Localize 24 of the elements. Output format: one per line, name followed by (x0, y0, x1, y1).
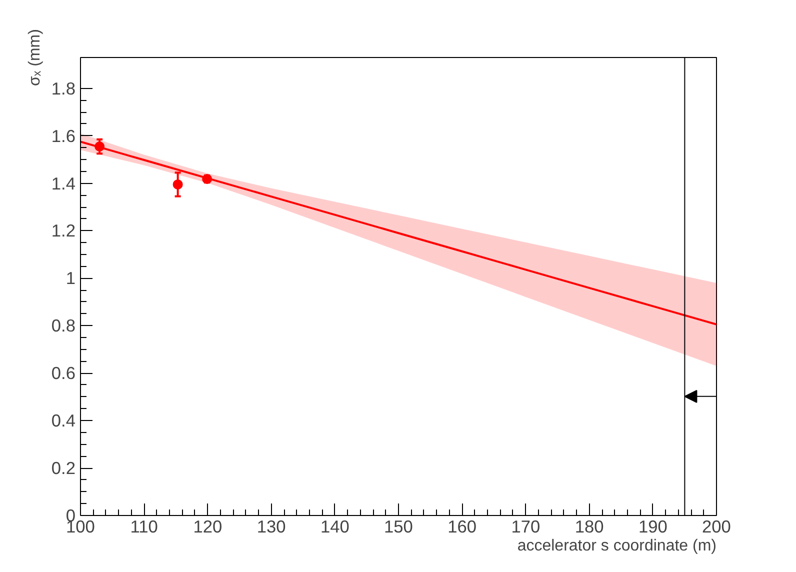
y-tick-label: 1.6 (51, 126, 76, 146)
x-tick-label: 150 (384, 516, 413, 536)
x-tick-label: 190 (638, 516, 668, 536)
line-series (80, 140, 716, 326)
x-tick-label: 120 (193, 516, 222, 536)
x-tick-label: 200 (702, 516, 731, 536)
y-axis-title: σₓ (mm) (26, 29, 44, 86)
y-tick-label: 0.4 (51, 410, 76, 431)
y-tick-label: 1.8 (51, 78, 76, 98)
x-tick-label: 180 (574, 516, 604, 536)
y-tick-label: 0.6 (51, 363, 76, 384)
point (94, 142, 105, 152)
y-tick-label: 0.2 (51, 458, 76, 478)
x-tick-label: 140 (320, 516, 350, 536)
x-tick-label: 160 (448, 516, 477, 536)
point (172, 179, 183, 190)
x-tick-label: 170 (511, 516, 540, 536)
y-tick-label: 1.4 (51, 173, 76, 194)
y-tick-label: 0.8 (51, 316, 76, 336)
y-tick-label: 1 (66, 268, 76, 288)
y-tick-label: 1.2 (51, 220, 76, 241)
x-axis-title: accelerator s coordinate (m) (517, 538, 716, 554)
x-tick-label: 130 (256, 516, 286, 536)
x-tick-label: 110 (130, 516, 158, 536)
